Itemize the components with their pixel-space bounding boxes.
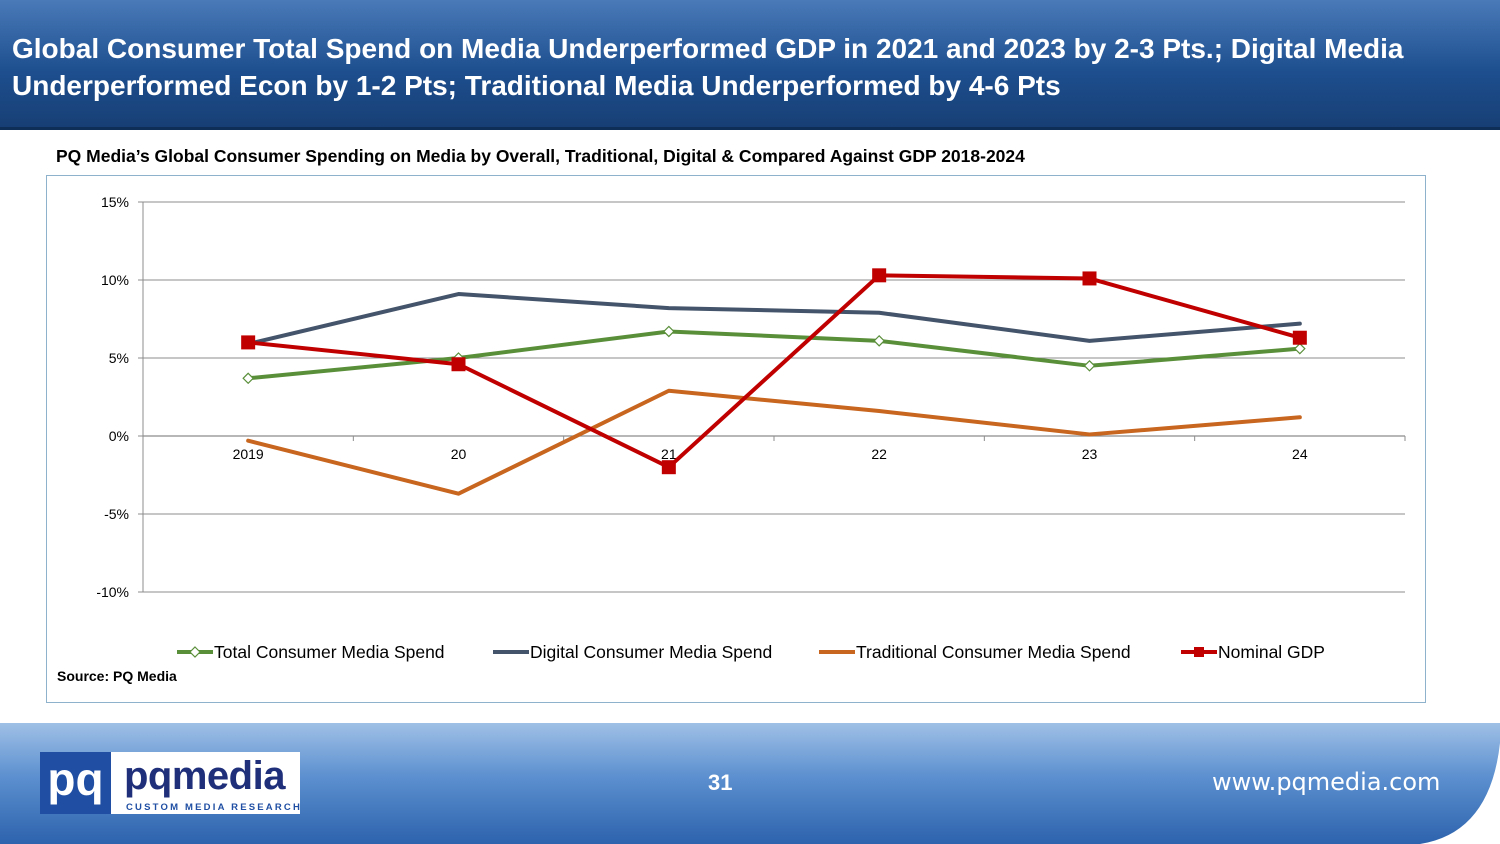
x-tick-label: 20 [451, 446, 467, 462]
data-point [1292, 330, 1307, 345]
source-note: Source: PQ Media [57, 668, 177, 684]
legend-label: Traditional Consumer Media Spend [856, 642, 1131, 662]
slide-header: Global Consumer Total Spend on Media Und… [0, 0, 1500, 130]
pq-media-logo: pq pqmedia CUSTOM MEDIA RESEARCH [40, 752, 300, 814]
x-tick-label: 21 [661, 446, 677, 462]
legend-marker [189, 646, 201, 658]
y-tick-label: -5% [104, 506, 129, 522]
logo-tagline: CUSTOM MEDIA RESEARCH [126, 802, 303, 813]
series-line [246, 388, 1302, 496]
chart-frame: 15% 10% 5% 0% -5% -10% 2019 20 21 22 23 24 Total Con… [46, 175, 1426, 703]
data-point [662, 325, 675, 338]
y-tick-label: 0% [109, 428, 129, 444]
x-tick-label: 23 [1082, 446, 1098, 462]
line-chart: 15% 10% 5% 0% -5% -10% 2019 20 21 22 23 24 Total Con… [96, 194, 1406, 662]
page-number: 31 [708, 770, 733, 795]
data-point [1082, 271, 1097, 286]
series-line [246, 292, 1302, 346]
series-line [246, 273, 1302, 470]
website-link[interactable]: www.pqmedia.com [1212, 768, 1441, 796]
legend-label: Nominal GDP [1218, 642, 1325, 662]
data-point [242, 372, 255, 385]
logo-mark: pq [40, 752, 111, 814]
slide-title: Global Consumer Total Spend on Media Und… [12, 33, 1404, 101]
data-point [661, 460, 676, 475]
y-tick-label: 15% [101, 194, 129, 210]
legend-label: Total Consumer Media Spend [214, 642, 445, 662]
data-point [241, 335, 256, 350]
x-tick-label: 22 [871, 446, 887, 462]
data-point [451, 357, 466, 372]
data-point [873, 334, 886, 347]
data-point [1293, 342, 1306, 355]
data-point [1083, 359, 1096, 372]
chart-subtitle: PQ Media’s Global Consumer Spending on M… [56, 146, 1025, 166]
footer-corner-curve [1420, 743, 1500, 844]
y-tick-label: -10% [96, 584, 129, 600]
y-tick-label: 5% [109, 350, 129, 366]
x-tick-label: 2019 [233, 446, 264, 462]
x-tick-label: 24 [1292, 446, 1308, 462]
legend-marker [1194, 647, 1204, 657]
legend-label: Digital Consumer Media Spend [530, 642, 772, 662]
y-tick-label: 10% [101, 272, 129, 288]
data-point [872, 268, 887, 283]
logo-wordmark: pqmedia [124, 754, 285, 798]
